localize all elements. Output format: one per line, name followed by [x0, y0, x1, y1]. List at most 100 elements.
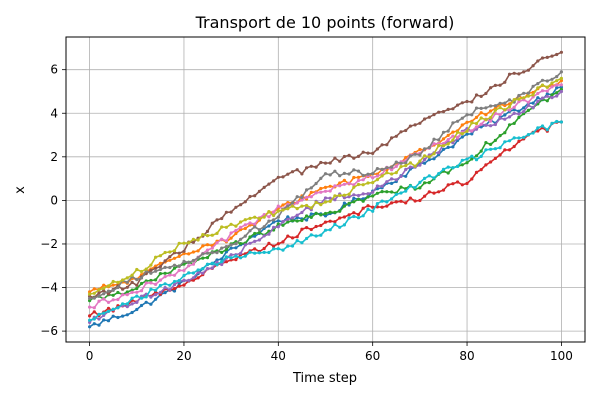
series-10: [88, 119, 564, 322]
data-point: [172, 283, 177, 287]
data-point: [210, 251, 214, 255]
data-point: [196, 276, 200, 280]
data-point: [413, 164, 417, 168]
data-point: [394, 160, 398, 164]
data-point: [540, 78, 545, 82]
data-point: [470, 121, 474, 125]
data-point: [418, 121, 422, 125]
data-point: [404, 128, 408, 133]
data-point: [272, 210, 276, 214]
data-point: [239, 242, 243, 246]
data-point: [456, 135, 460, 139]
data-point: [338, 174, 342, 178]
data-point: [423, 154, 427, 158]
data-point: [281, 175, 285, 179]
data-point: [154, 255, 158, 259]
data-point: [135, 307, 139, 312]
data-point: [243, 254, 247, 258]
data-point: [342, 196, 346, 200]
data-point: [399, 130, 403, 134]
data-point: [187, 260, 191, 265]
data-point: [139, 303, 144, 308]
data-point: [550, 121, 554, 125]
data-point: [352, 185, 356, 189]
data-point: [352, 175, 356, 180]
data-point: [366, 181, 370, 185]
data-point: [356, 154, 361, 158]
data-point: [253, 239, 257, 243]
data-point: [479, 116, 483, 120]
data-point: [559, 85, 564, 89]
data-point: [97, 317, 101, 321]
data-point: [484, 106, 488, 110]
data-point: [333, 194, 337, 198]
data-point: [290, 201, 295, 205]
data-point: [276, 225, 280, 229]
data-point: [196, 268, 200, 272]
data-point: [248, 229, 252, 233]
data-point: [300, 172, 304, 176]
data-point: [517, 136, 521, 140]
data-point: [135, 267, 139, 272]
data-point: [220, 262, 224, 267]
data-point: [257, 238, 261, 242]
data-point: [191, 271, 195, 275]
data-point: [248, 194, 252, 199]
data-point: [550, 54, 554, 58]
data-point: [437, 172, 441, 176]
data-point: [106, 309, 111, 313]
data-point: [371, 205, 375, 209]
data-point: [423, 157, 427, 162]
data-point: [507, 98, 512, 102]
data-point: [375, 178, 379, 182]
data-point: [507, 72, 512, 76]
data-point: [135, 283, 139, 287]
data-point: [408, 184, 412, 188]
data-point: [441, 188, 446, 192]
data-point: [352, 183, 356, 187]
data-point: [356, 212, 361, 217]
data-point: [423, 176, 427, 180]
data-point: [489, 119, 493, 123]
data-point: [201, 267, 205, 271]
data-point: [550, 93, 554, 97]
data-point: [239, 256, 243, 260]
data-point: [88, 290, 92, 294]
data-point: [272, 220, 276, 224]
data-point: [286, 234, 290, 238]
data-point: [503, 131, 507, 135]
data-point: [319, 186, 323, 191]
data-point: [248, 241, 252, 245]
data-point: [163, 259, 167, 263]
data-point: [149, 302, 153, 306]
data-point: [92, 317, 96, 321]
data-point: [522, 106, 526, 110]
data-point: [102, 292, 106, 296]
data-point: [92, 291, 96, 295]
data-point: [342, 215, 346, 219]
data-point: [423, 117, 427, 121]
data-point: [470, 154, 474, 158]
data-point: [342, 178, 346, 182]
data-point: [139, 269, 144, 274]
data-point: [139, 276, 144, 280]
data-point: [300, 210, 304, 215]
data-point: [328, 196, 332, 200]
data-point: [470, 113, 474, 117]
data-point: [498, 113, 502, 117]
data-point: [342, 182, 346, 186]
data-point: [323, 161, 328, 165]
data-point: [432, 191, 436, 195]
data-point: [300, 241, 304, 245]
data-point: [399, 174, 403, 178]
data-point: [347, 181, 351, 185]
data-point: [479, 106, 483, 110]
data-point: [319, 190, 323, 194]
data-point: [121, 314, 125, 318]
data-point: [276, 209, 280, 213]
data-point: [253, 231, 257, 236]
data-point: [262, 246, 266, 251]
data-point: [257, 231, 261, 235]
data-point: [456, 180, 460, 184]
data-point: [300, 198, 304, 202]
